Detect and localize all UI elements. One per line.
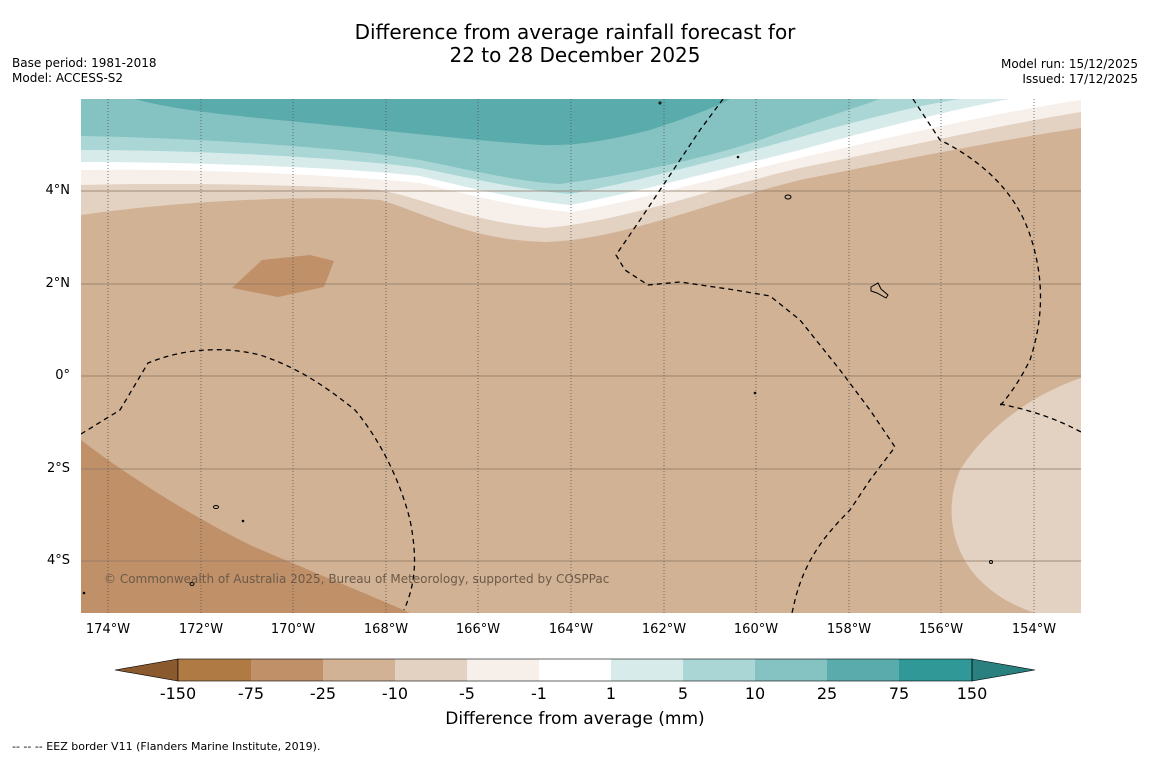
lon-label-156w: 156°W	[918, 622, 964, 637]
lat-label-2s: 2°S	[46, 461, 70, 476]
lon-label-166w: 166°W	[455, 622, 501, 637]
patch-light-southeast	[951, 378, 1081, 613]
patch-dark-brown-north	[232, 255, 334, 297]
colorbar-tick-12: 150	[956, 684, 988, 703]
colorbar-outline	[177, 658, 973, 682]
colorbar-seg-1	[178, 659, 251, 681]
colorbar-tick-7: 1	[605, 684, 617, 703]
lon-label-170w: 170°W	[270, 622, 316, 637]
issued-date: Issued: 17/12/2025	[1022, 72, 1138, 86]
map-copyright: © Commonwealth of Australia 2025, Bureau…	[104, 572, 610, 586]
colorbar-tick-9: 10	[744, 684, 766, 703]
colorbar-extend-high	[971, 658, 1036, 682]
colorbar	[114, 658, 1036, 682]
latitude-gridlines	[81, 190, 1081, 562]
lat-label-4n: 4°N	[45, 183, 71, 198]
eez-border-west	[81, 349, 416, 611]
lon-label-160w: 160°W	[733, 622, 779, 637]
chart-title-line2: 22 to 28 December 2025	[449, 43, 701, 67]
colorbar-tick-8: 5	[677, 684, 689, 703]
island-4	[989, 560, 993, 564]
colorbar-tick-6: -1	[531, 684, 547, 703]
colorbar-seg-11	[899, 659, 972, 681]
island-7	[753, 391, 757, 395]
colorbar-seg-2	[251, 659, 323, 681]
colorbar-extend-low	[114, 658, 179, 682]
chart-title-line1: Difference from average rainfall forecas…	[354, 20, 796, 44]
lon-label-168w: 168°W	[363, 622, 409, 637]
colorbar-tick-2: -75	[237, 684, 265, 703]
colorbar-tick-3: -25	[309, 684, 337, 703]
lon-label-174w: 174°W	[85, 622, 131, 637]
model-name: Model: ACCESS-S2	[12, 71, 124, 85]
eez-border-east	[912, 99, 1042, 409]
eez-border-central	[615, 99, 896, 613]
colorbar-seg-10	[827, 659, 899, 681]
lon-label-172w: 172°W	[178, 622, 224, 637]
colorbar-tick-1: -150	[159, 684, 197, 703]
lon-label-158w: 158°W	[826, 622, 872, 637]
colorbar-seg-9	[755, 659, 827, 681]
colorbar-seg-7	[611, 659, 683, 681]
colorbar-seg-6	[539, 659, 611, 681]
eez-footnote: -- -- -- EEZ border V11 (Flanders Marine…	[12, 740, 321, 753]
islands	[82, 101, 993, 595]
island-6	[736, 155, 740, 159]
base-period: Base period: 1981-2018	[12, 56, 157, 70]
island-5	[658, 101, 662, 105]
colorbar-seg-4	[395, 659, 467, 681]
lat-label-2n: 2°N	[45, 276, 71, 291]
colorbar-tick-5: -5	[459, 684, 475, 703]
island-8	[241, 519, 245, 523]
lon-label-164w: 164°W	[548, 622, 594, 637]
lon-label-154w: 154°W	[1011, 622, 1057, 637]
eez-borders	[81, 99, 1081, 613]
colorbar-tick-4: -10	[381, 684, 409, 703]
model-run: Model run: 15/12/2025	[1000, 57, 1138, 71]
island-3	[189, 582, 195, 586]
colorbar-tick-11: 75	[888, 684, 910, 703]
lon-label-162w: 162°W	[641, 622, 687, 637]
colorbar-seg-5	[467, 659, 539, 681]
band-dark-teal-north	[135, 99, 730, 146]
lat-label-0: 0°	[55, 368, 70, 383]
colorbar-seg-3	[323, 659, 395, 681]
patch-dark-brown-southwest	[81, 440, 410, 613]
island-christmas	[870, 282, 889, 299]
colorbar-label: Difference from average (mm)	[445, 709, 705, 729]
colorbar-tick-10: 25	[816, 684, 838, 703]
map-area	[81, 99, 1081, 613]
colorbar-seg-8	[683, 659, 755, 681]
lat-label-4s: 4°S	[46, 553, 70, 568]
island-9	[82, 591, 86, 595]
island-1	[784, 194, 792, 200]
island-2	[213, 505, 219, 509]
